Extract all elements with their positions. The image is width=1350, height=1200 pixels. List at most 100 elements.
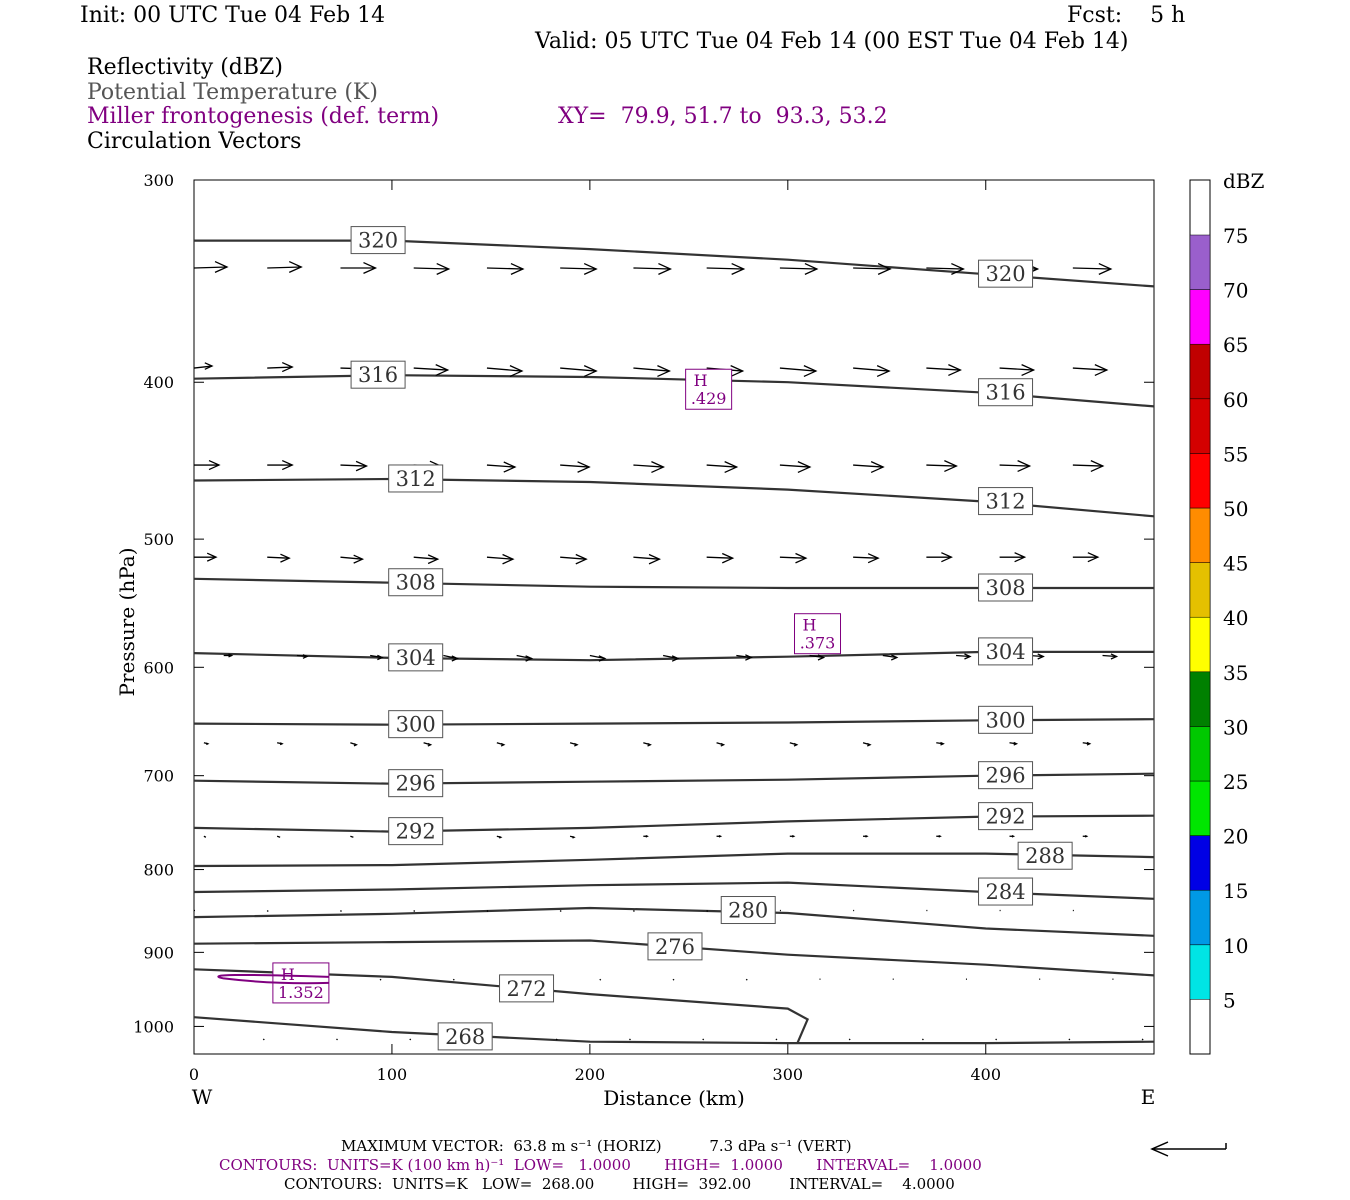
y-tick-label: 900 [143, 943, 174, 962]
west-label: W [192, 1085, 213, 1109]
colorbar-swatch [1189, 398, 1211, 454]
y-axis-label: Pressure (hPa) [115, 548, 139, 697]
vector-head [281, 459, 294, 471]
vector-head [1084, 834, 1089, 838]
vector-head [436, 263, 451, 275]
theta-contour-label: 296 [985, 764, 1025, 788]
theta-label-box [388, 643, 444, 672]
vector-shaft [956, 654, 971, 658]
theta-contour-288 [193, 852, 1155, 868]
vector-head [509, 365, 524, 378]
legend-reflectivity: Reflectivity (dBZ) [87, 55, 283, 80]
reference-vector-head [1150, 1141, 1169, 1157]
vector-shaft [486, 367, 523, 372]
theta-contour-label: 272 [506, 977, 546, 1001]
vector-head [204, 362, 214, 370]
x-tick-label: 0 [189, 1065, 199, 1084]
vector-shaft [706, 556, 733, 559]
theta-label-box [720, 896, 776, 925]
fronto-high-marker: H [803, 616, 817, 635]
colorbar-level-label: 70 [1223, 279, 1248, 303]
theta-contour-label: 308 [985, 576, 1025, 600]
vector-shaft [560, 464, 590, 468]
colorbar-level-label: 50 [1223, 497, 1248, 521]
vector-shaft [413, 556, 438, 560]
theta-contour-label: 304 [396, 646, 436, 670]
vector-head [572, 835, 576, 839]
y-tick-label: 400 [143, 373, 174, 392]
vector-shaft [267, 366, 293, 369]
vector-head [1037, 653, 1045, 660]
vector-head [1110, 653, 1119, 660]
vector-head [938, 834, 942, 838]
theta-label-box [350, 226, 406, 255]
theta-label-box [388, 710, 444, 739]
vector-shaft [267, 556, 290, 559]
vector-shaft [882, 654, 897, 659]
vector-head [525, 655, 534, 662]
theta-label-box [978, 259, 1034, 288]
vector-shaft [999, 367, 1034, 371]
vector-shaft [379, 978, 382, 981]
colorbar-level-label: 15 [1223, 879, 1248, 903]
vector-head [940, 741, 945, 746]
theta-contour-label: 316 [985, 381, 1025, 405]
theta-contour-label: 312 [396, 467, 436, 491]
vector-shaft [926, 267, 964, 270]
vector-head [1011, 834, 1016, 838]
theta-contour-label: 288 [1025, 844, 1065, 868]
theta-label-box [388, 769, 444, 798]
vector-shaft [203, 835, 207, 838]
fronto-contour [217, 973, 329, 985]
vector-head [214, 261, 229, 273]
vector-shaft [633, 367, 670, 372]
vector-shaft [1072, 367, 1107, 371]
vector-head [876, 365, 891, 378]
vector-shaft [999, 464, 1030, 467]
vector-shaft [340, 556, 363, 560]
fronto-high-value: .373 [800, 634, 836, 653]
fronto-contour-info: CONTOURS: UNITS=K (100 km h)⁻¹ LOW= 1.00… [219, 1156, 982, 1174]
vector-shaft [193, 365, 213, 369]
vector-head [791, 834, 796, 838]
colorbar-swatch [1189, 343, 1211, 400]
theta-contour-info: CONTOURS: UNITS=K LOW= 268.00 HIGH= 392.… [284, 1175, 955, 1193]
theta-label-box [388, 817, 444, 846]
vector-shaft [779, 367, 816, 372]
theta-label-box [978, 802, 1034, 831]
x-tick-label: 100 [377, 1065, 408, 1084]
vector-head [877, 263, 892, 275]
vector-shaft [555, 1038, 558, 1041]
forecast-hour: Fcst: 5 h [1067, 3, 1186, 28]
vector-head [817, 654, 826, 661]
vector-head [281, 361, 294, 373]
vector-head [647, 742, 652, 747]
vector-shaft [633, 267, 671, 270]
vector-shaft [706, 910, 709, 912]
vector-shaft [276, 835, 281, 838]
vector-shaft [413, 367, 448, 371]
theta-label-box [437, 1022, 493, 1051]
theta-contour-280 [193, 906, 1155, 937]
vector-head [944, 460, 958, 473]
vector-shaft [921, 1038, 924, 1041]
vector-head [1098, 263, 1113, 275]
vector-head [964, 653, 972, 660]
colorbar-swatch [1189, 453, 1211, 509]
vector-shaft [853, 367, 890, 372]
vector-shaft [267, 266, 302, 269]
vector-shaft [486, 910, 489, 912]
colorbar-swatch [1189, 780, 1211, 836]
vector-head [498, 835, 503, 839]
plot-frame [193, 179, 1155, 1055]
vector-head [510, 263, 525, 275]
theta-contour-label: 268 [445, 1025, 485, 1049]
vector-head [731, 263, 746, 275]
vector-shaft [452, 978, 455, 981]
theta-label-box [350, 360, 406, 389]
vector-head [718, 834, 723, 838]
vector-shaft [706, 464, 737, 468]
vector-shaft [1141, 1038, 1144, 1041]
vector-head [1013, 741, 1019, 746]
